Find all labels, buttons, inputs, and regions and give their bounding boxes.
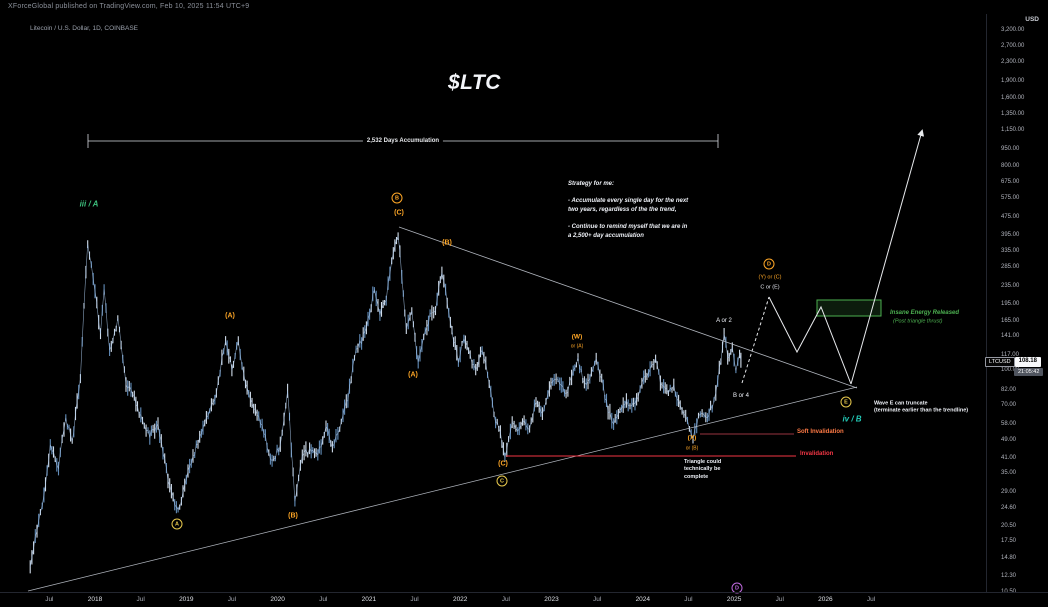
thrust-arrow[interactable] (850, 129, 925, 385)
time-axis-label: 2026 (818, 596, 833, 603)
price-axis-tick: 49.00 (1001, 437, 1017, 444)
price-axis-tick: 10.50 (1001, 588, 1017, 595)
time-axis[interactable]: Jul 2018 Jul 2019 Jul 2020 Jul 2021 Jul 2022 Jul 20… (0, 592, 1048, 607)
time-axis-label: 2021 (361, 596, 377, 603)
price-axis-tick: 1,350.00 (1001, 111, 1025, 118)
time-axis-label: Jul (684, 596, 693, 603)
time-axis-label: Jul (410, 596, 419, 603)
time-axis-label: 2024 (635, 596, 651, 603)
time-axis-label: Jul (319, 596, 328, 603)
ascending-trendline[interactable] (27, 386, 858, 592)
price-axis-tick: 475.00 (1001, 213, 1020, 220)
price-axis-tick: 675.00 (1001, 179, 1020, 186)
bar-countdown: 21:05:42 (1014, 367, 1044, 376)
chart-title: $LTC (448, 71, 501, 94)
symbol-label: LTCUSD (985, 356, 1015, 367)
price-axis-tick: 3,200.00 (1001, 26, 1025, 33)
price-axis-tick: 1,600.00 (1001, 94, 1025, 101)
candles-down[interactable] (34, 261, 739, 543)
currency-label: USD (1025, 16, 1039, 23)
price-axis-tick: 195.00 (1001, 301, 1020, 308)
time-axis-label: Jul (227, 596, 237, 603)
price-axis-tick: 2,300.00 (1001, 58, 1025, 65)
last-price-badge: LTCUSD 108.18 (985, 356, 1041, 367)
price-axis-tick: 335.00 (1001, 248, 1020, 255)
price-axis-tick: 395.00 (1001, 232, 1020, 239)
last-price-value: 108.18 (1014, 356, 1041, 367)
time-axis-label: 2022 (452, 596, 468, 603)
time-axis-label: Jul (866, 596, 876, 603)
price-axis-tick: 82.00 (1001, 386, 1017, 393)
projection-zigzag[interactable] (768, 296, 852, 385)
time-axis-label: 2025 (726, 596, 742, 603)
price-axis-tick: 24.60 (1001, 504, 1017, 511)
time-axis-label: Jul (136, 596, 145, 603)
price-axis-tick: 950.00 (1001, 145, 1020, 152)
time-axis-label: 2019 (179, 596, 194, 603)
time-axis-label: 2018 (87, 596, 103, 603)
time-axis-label: Jul (45, 596, 54, 603)
price-axis-tick: 17.50 (1001, 538, 1017, 545)
strategy-note: Strategy for me: - Accumulate every sing… (568, 181, 689, 240)
price-axis-tick: 165.00 (1001, 317, 1020, 324)
price-axis-tick: 1,900.00 (1001, 77, 1025, 84)
price-axis-tick: 14.80 (1001, 554, 1017, 561)
time-axis-label: Jul (501, 596, 510, 603)
price-axis-tick: 20.50 (1001, 522, 1017, 529)
projection-dashed[interactable] (741, 296, 770, 384)
price-axis-tick: 41.00 (1001, 454, 1017, 461)
price-axis-tick: 141.00 (1001, 333, 1020, 340)
price-axis-tick: 575.00 (1001, 195, 1020, 202)
descending-trendline[interactable] (398, 226, 858, 389)
close-line[interactable] (29, 236, 742, 567)
target-box[interactable] (816, 299, 882, 317)
price-axis-tick: 58.00 (1001, 420, 1017, 427)
price-axis-tick: 100.00 (1001, 367, 1020, 374)
time-axis-label: Jul (775, 596, 784, 603)
price-axis-tick: 12.30 (1001, 572, 1017, 579)
price-axis-tick: 29.00 (1001, 488, 1017, 495)
chart-legend[interactable]: Litecoin / U.S. Dollar, 1D, COINBASE (30, 25, 139, 32)
price-axis[interactable]: USD 3,200.00 2,700.00 2,300.00 1,900.00 1,60… (986, 14, 1048, 595)
price-axis-tick: 285.00 (1001, 264, 1020, 271)
time-axis-label: 2023 (544, 596, 559, 603)
price-axis-tick: 117.00 (1001, 351, 1019, 358)
price-axis-tick: 800.00 (1001, 162, 1020, 169)
price-axis-tick: 35.00 (1001, 470, 1017, 477)
time-axis-label: Jul (592, 596, 602, 603)
publish-info: XForceGlobal published on TradingView.co… (8, 3, 250, 10)
time-axis-label: 2020 (270, 596, 285, 603)
price-axis-tick: 235.00 (1001, 283, 1020, 290)
price-axis-tick: 1,150.00 (1001, 127, 1025, 134)
price-axis-tick: 70.00 (1001, 402, 1017, 409)
price-axis-tick: 2,700.00 (1001, 43, 1025, 50)
